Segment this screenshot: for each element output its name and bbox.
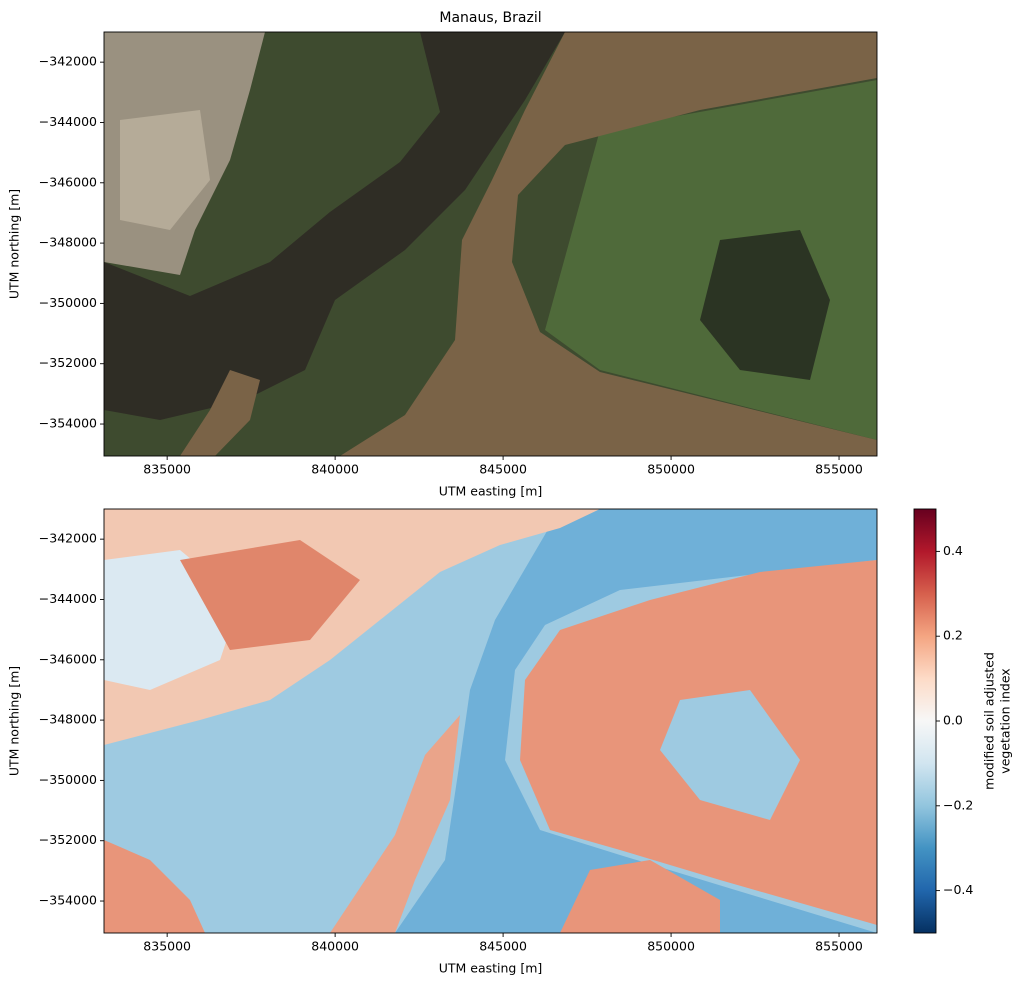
x-tick-label: 850000 — [647, 462, 695, 477]
colorbar-tick-label: 0.0 — [943, 713, 963, 728]
y-tick-label: −342000 — [39, 54, 97, 69]
y-tick-label: −350000 — [39, 772, 97, 787]
x-tick-label: 835000 — [143, 939, 191, 954]
x-tick-label: 855000 — [815, 939, 863, 954]
colorbar-label: vegetation index — [998, 668, 1013, 773]
y-tick-label: −354000 — [39, 893, 97, 908]
x-axis-label: UTM easting [m] — [439, 484, 543, 499]
y-tick-label: −342000 — [39, 531, 97, 546]
y-axis-label: UTM northing [m] — [7, 666, 22, 776]
y-tick-label: −344000 — [39, 114, 97, 129]
y-tick-label: −348000 — [39, 235, 97, 250]
colorbar-tick-label: −0.2 — [943, 797, 973, 812]
colorbar-label: modified soil adjusted — [982, 652, 997, 790]
y-tick-label: −346000 — [39, 174, 97, 189]
y-tick-label: −352000 — [39, 832, 97, 847]
x-tick-label: 845000 — [479, 939, 527, 954]
x-tick-label: 855000 — [815, 462, 863, 477]
colorbar-tick-label: 0.4 — [943, 543, 963, 558]
chart-title: Manaus, Brazil — [439, 10, 541, 26]
x-tick-label: 835000 — [143, 462, 191, 477]
x-tick-label: 840000 — [311, 462, 359, 477]
colorbar-tick-label: 0.2 — [943, 628, 963, 643]
x-tick-label: 840000 — [311, 939, 359, 954]
y-tick-label: −350000 — [39, 295, 97, 310]
x-tick-label: 845000 — [479, 462, 527, 477]
y-tick-label: −346000 — [39, 651, 97, 666]
axes-frame — [103, 31, 878, 457]
y-tick-label: −354000 — [39, 416, 97, 431]
y-tick-label: −352000 — [39, 355, 97, 370]
y-axis-label: UTM northing [m] — [7, 189, 22, 299]
y-tick-label: −344000 — [39, 591, 97, 606]
x-axis-label: UTM easting [m] — [439, 961, 543, 976]
rgb-image — [104, 32, 877, 456]
axes-frame — [103, 508, 878, 934]
x-tick-label: 850000 — [647, 939, 695, 954]
msavi-image — [104, 509, 877, 933]
colorbar-tick-label: −0.4 — [943, 882, 973, 897]
y-tick-label: −348000 — [39, 712, 97, 727]
colorbar — [913, 508, 937, 934]
